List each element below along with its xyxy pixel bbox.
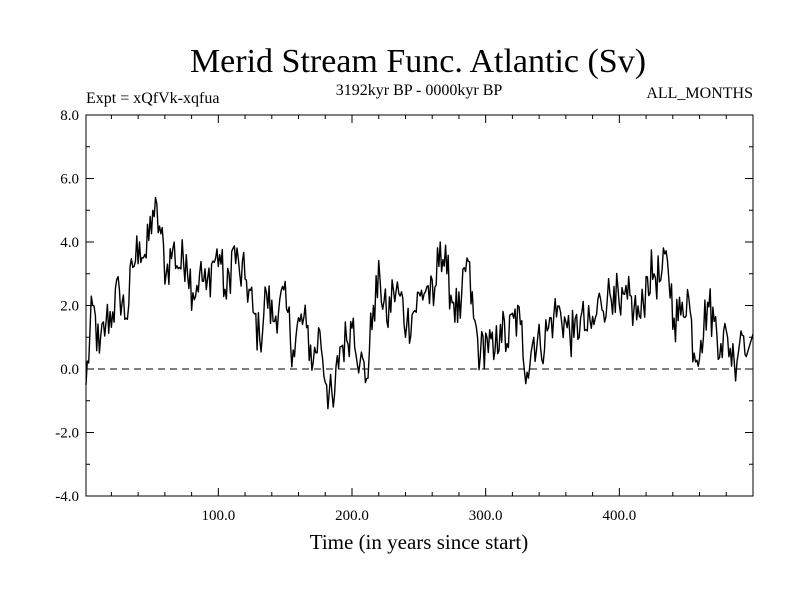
- x-tick-label: 200.0: [335, 508, 369, 524]
- y-tick-label: 2.0: [60, 299, 79, 315]
- time-range-label: 3192kyr BP - 0000kyr BP: [336, 82, 503, 99]
- y-tick-label: 8.0: [60, 108, 79, 124]
- x-tick-label: 100.0: [201, 508, 235, 524]
- y-tick-label: 4.0: [60, 235, 79, 251]
- months-label: ALL_MONTHS: [646, 85, 753, 102]
- series-line-atlantic-msf: [85, 196, 754, 410]
- x-tick-label: 400.0: [602, 508, 636, 524]
- y-tick-label: 0.0: [60, 362, 79, 378]
- y-tick-label: -4.0: [55, 489, 79, 505]
- x-tick-label: 300.0: [469, 508, 503, 524]
- axis-ticks: [86, 114, 753, 497]
- experiment-label: Expt = xQfVk-xqfua: [86, 90, 219, 107]
- chart-title: Merid Stream Func. Atlantic (Sv): [190, 43, 646, 80]
- y-tick-label: 6.0: [60, 172, 79, 188]
- x-axis-label: Time (in years since start): [310, 530, 529, 554]
- axis-tick-labels: -4.0 -2.0 0.0 2.0 4.0 6.0 8.0 100.0 200.0 300.0 40…: [55, 108, 636, 524]
- y-tick-label: -2.0: [55, 426, 79, 442]
- plot-frame: [85, 114, 754, 497]
